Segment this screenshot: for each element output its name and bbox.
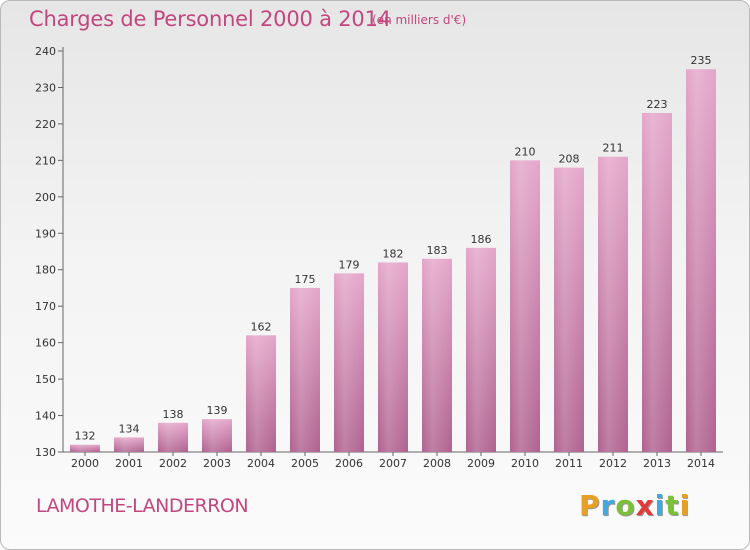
value-label: 162 — [251, 320, 272, 333]
x-tick-label: 2007 — [379, 457, 407, 470]
y-tick-label: 160 — [35, 337, 56, 350]
x-tick-label: 2009 — [467, 457, 495, 470]
y-tick-label: 150 — [35, 373, 56, 386]
y-tick-label: 220 — [35, 118, 56, 131]
value-label: 138 — [163, 408, 184, 421]
logo-letter: P — [579, 489, 601, 522]
y-tick-label: 210 — [35, 154, 56, 167]
logo-letter: t — [665, 489, 680, 522]
x-tick-label: 2001 — [115, 457, 143, 470]
value-labels: 132 134 138 139 162 175 179 182 183 186 210 208 211 2… — [75, 54, 712, 442]
y-tick-label: 130 — [35, 446, 56, 459]
value-label: 235 — [691, 54, 712, 67]
value-label: 223 — [647, 98, 668, 111]
bar-sheen — [334, 273, 364, 452]
bar-sheen — [202, 419, 232, 452]
logo-letter: x — [635, 489, 655, 522]
logo-letter: r — [600, 489, 616, 522]
value-label: 179 — [339, 258, 360, 271]
bar-sheen — [642, 112, 672, 453]
value-label: 182 — [383, 247, 404, 260]
value-label: 208 — [559, 153, 580, 166]
bar-sheen — [158, 422, 188, 452]
value-label: 186 — [471, 233, 492, 246]
x-tick-label: 2010 — [511, 457, 539, 470]
bar-sheen — [466, 247, 496, 452]
value-label: 175 — [295, 273, 316, 286]
bar-sheen — [598, 156, 628, 452]
x-tick-label: 2013 — [643, 457, 671, 470]
chart-subtitle: (en milliers d'€) — [372, 13, 467, 27]
bar-sheen — [246, 335, 276, 452]
x-tick-label: 2005 — [291, 457, 319, 470]
y-tick-label: 200 — [35, 191, 56, 204]
x-tick-label: 2012 — [599, 457, 627, 470]
bar-sheen — [378, 262, 408, 452]
value-label: 132 — [75, 430, 96, 443]
bar-sheen — [422, 258, 452, 452]
y-tick-label: 190 — [35, 227, 56, 240]
x-tick-label: 2004 — [247, 457, 275, 470]
value-label: 210 — [515, 145, 536, 158]
bar-sheen — [290, 287, 320, 452]
commune-name: LAMOTHE-LANDERRON — [36, 495, 249, 517]
x-tick-label: 2003 — [203, 457, 231, 470]
y-tick-label: 170 — [35, 300, 56, 313]
logo-letter: i — [679, 489, 691, 522]
x-tick-label: 2000 — [71, 457, 99, 470]
x-tick-label: 2014 — [687, 457, 715, 470]
bar-sheen — [114, 437, 144, 452]
y-tick-label: 240 — [35, 45, 56, 58]
y-tick-label: 230 — [35, 81, 56, 94]
y-axis: 130 140 150 160 170 180 190 200 210 220 230 240 — [35, 45, 64, 459]
value-label: 139 — [207, 404, 228, 417]
y-tick-label: 140 — [35, 410, 56, 423]
x-axis: 2000 2001 2002 2003 2004 2005 2006 2007 2008 2009… — [63, 451, 723, 470]
x-tick-label: 2008 — [423, 457, 451, 470]
y-tick-label: 180 — [35, 264, 56, 277]
value-label: 183 — [427, 244, 448, 257]
value-label: 211 — [603, 142, 624, 155]
x-tick-label: 2011 — [555, 457, 583, 470]
proxiti-logo[interactable]: Proxiti — [579, 489, 690, 522]
bar-sheen — [554, 167, 584, 452]
bar-sheen — [510, 160, 540, 452]
bar-sheen — [70, 444, 100, 452]
value-label: 134 — [119, 422, 140, 435]
logo-letter: i — [654, 489, 666, 522]
x-tick-label: 2006 — [335, 457, 363, 470]
x-tick-label: 2002 — [159, 457, 187, 470]
logo-letter: o — [615, 489, 636, 522]
bars — [70, 69, 716, 453]
chart-title: Charges de Personnel 2000 à 2014 — [29, 7, 391, 31]
bar-sheen — [686, 69, 716, 453]
